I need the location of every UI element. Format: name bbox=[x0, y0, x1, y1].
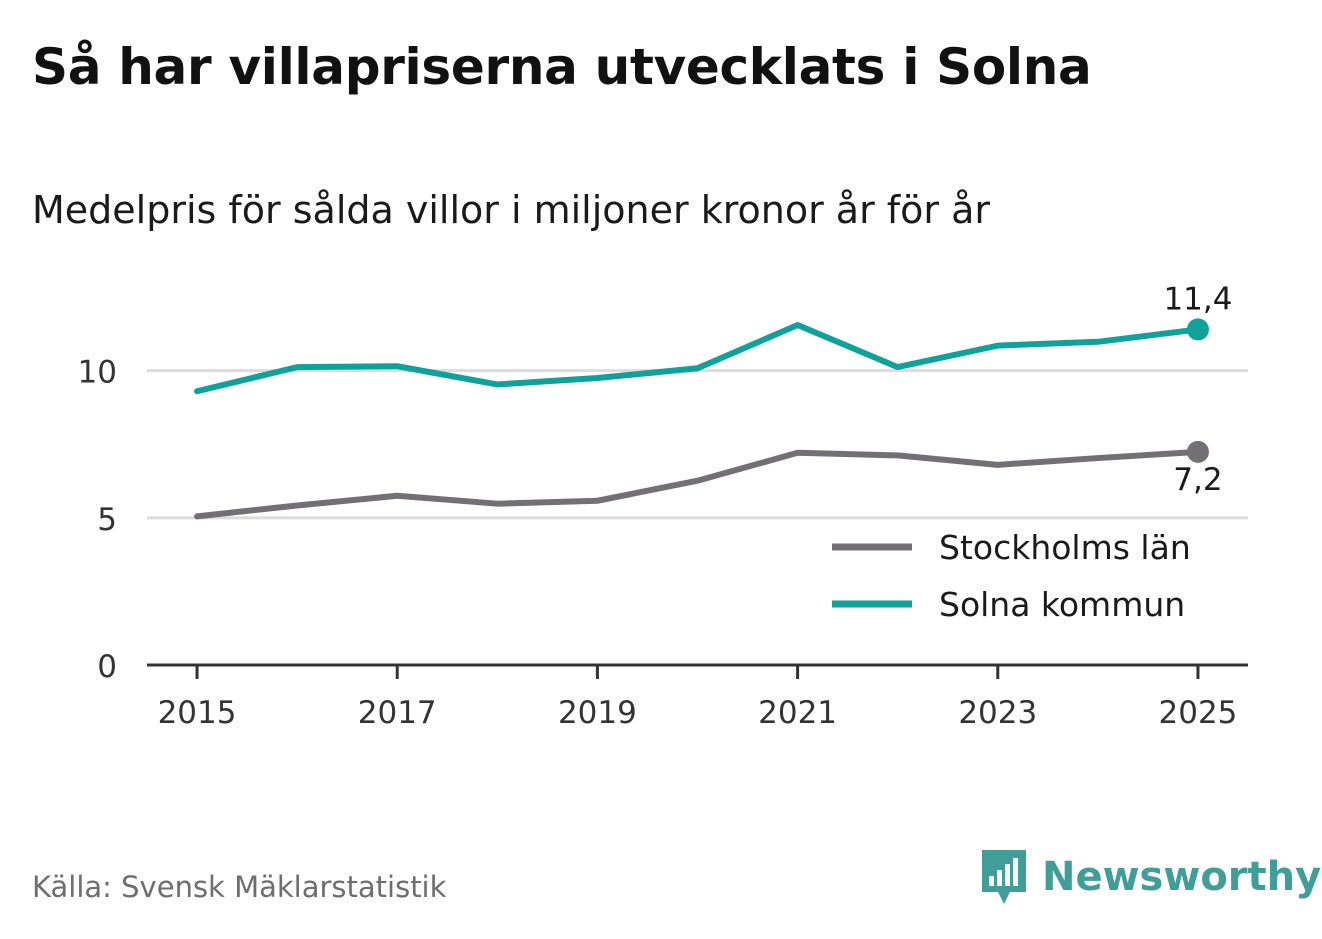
x-tick-label: 2025 bbox=[1159, 695, 1238, 731]
series: 7,2 11,4 bbox=[194, 281, 1232, 520]
x-tick-label: 2015 bbox=[158, 695, 237, 731]
gridlines bbox=[147, 369, 1248, 520]
legend: Stockholms län Solna kommun bbox=[818, 524, 1222, 634]
source-note: Källa: Svensk Mäklarstatistik bbox=[32, 870, 447, 904]
x-tick-label: 2017 bbox=[358, 695, 437, 731]
end-value-label: 7,2 bbox=[1173, 462, 1222, 498]
series-end-point bbox=[1186, 440, 1209, 463]
newsworthy-logo-icon bbox=[982, 850, 1026, 904]
end-value-label: 11,4 bbox=[1163, 281, 1232, 317]
brand-name: Newsworthy bbox=[1042, 854, 1322, 900]
chart-subtitle: Medelpris för sålda villor i miljoner kr… bbox=[32, 188, 991, 232]
series-end-point bbox=[1186, 318, 1209, 341]
y-tick-label: 10 bbox=[78, 355, 117, 391]
series-line-stockholms-län bbox=[194, 448, 1201, 520]
axes: 0 5 10 2015 2017 2019 2021 2023 2025 bbox=[78, 355, 1248, 731]
brand-logo: Newsworthy bbox=[980, 848, 1321, 906]
legend-label: Stockholms län bbox=[939, 528, 1191, 567]
series-line-solna-kommun bbox=[194, 322, 1201, 395]
y-tick-label: 0 bbox=[97, 649, 117, 685]
chart-title: Så har villapriserna utvecklats i Solna bbox=[32, 38, 1092, 96]
x-tick-label: 2023 bbox=[958, 695, 1037, 731]
x-tick-label: 2019 bbox=[558, 695, 637, 731]
legend-label: Solna kommun bbox=[939, 585, 1185, 624]
legend-background bbox=[818, 524, 1222, 634]
y-tick-label: 5 bbox=[97, 502, 117, 538]
x-tick-label: 2021 bbox=[758, 695, 837, 731]
